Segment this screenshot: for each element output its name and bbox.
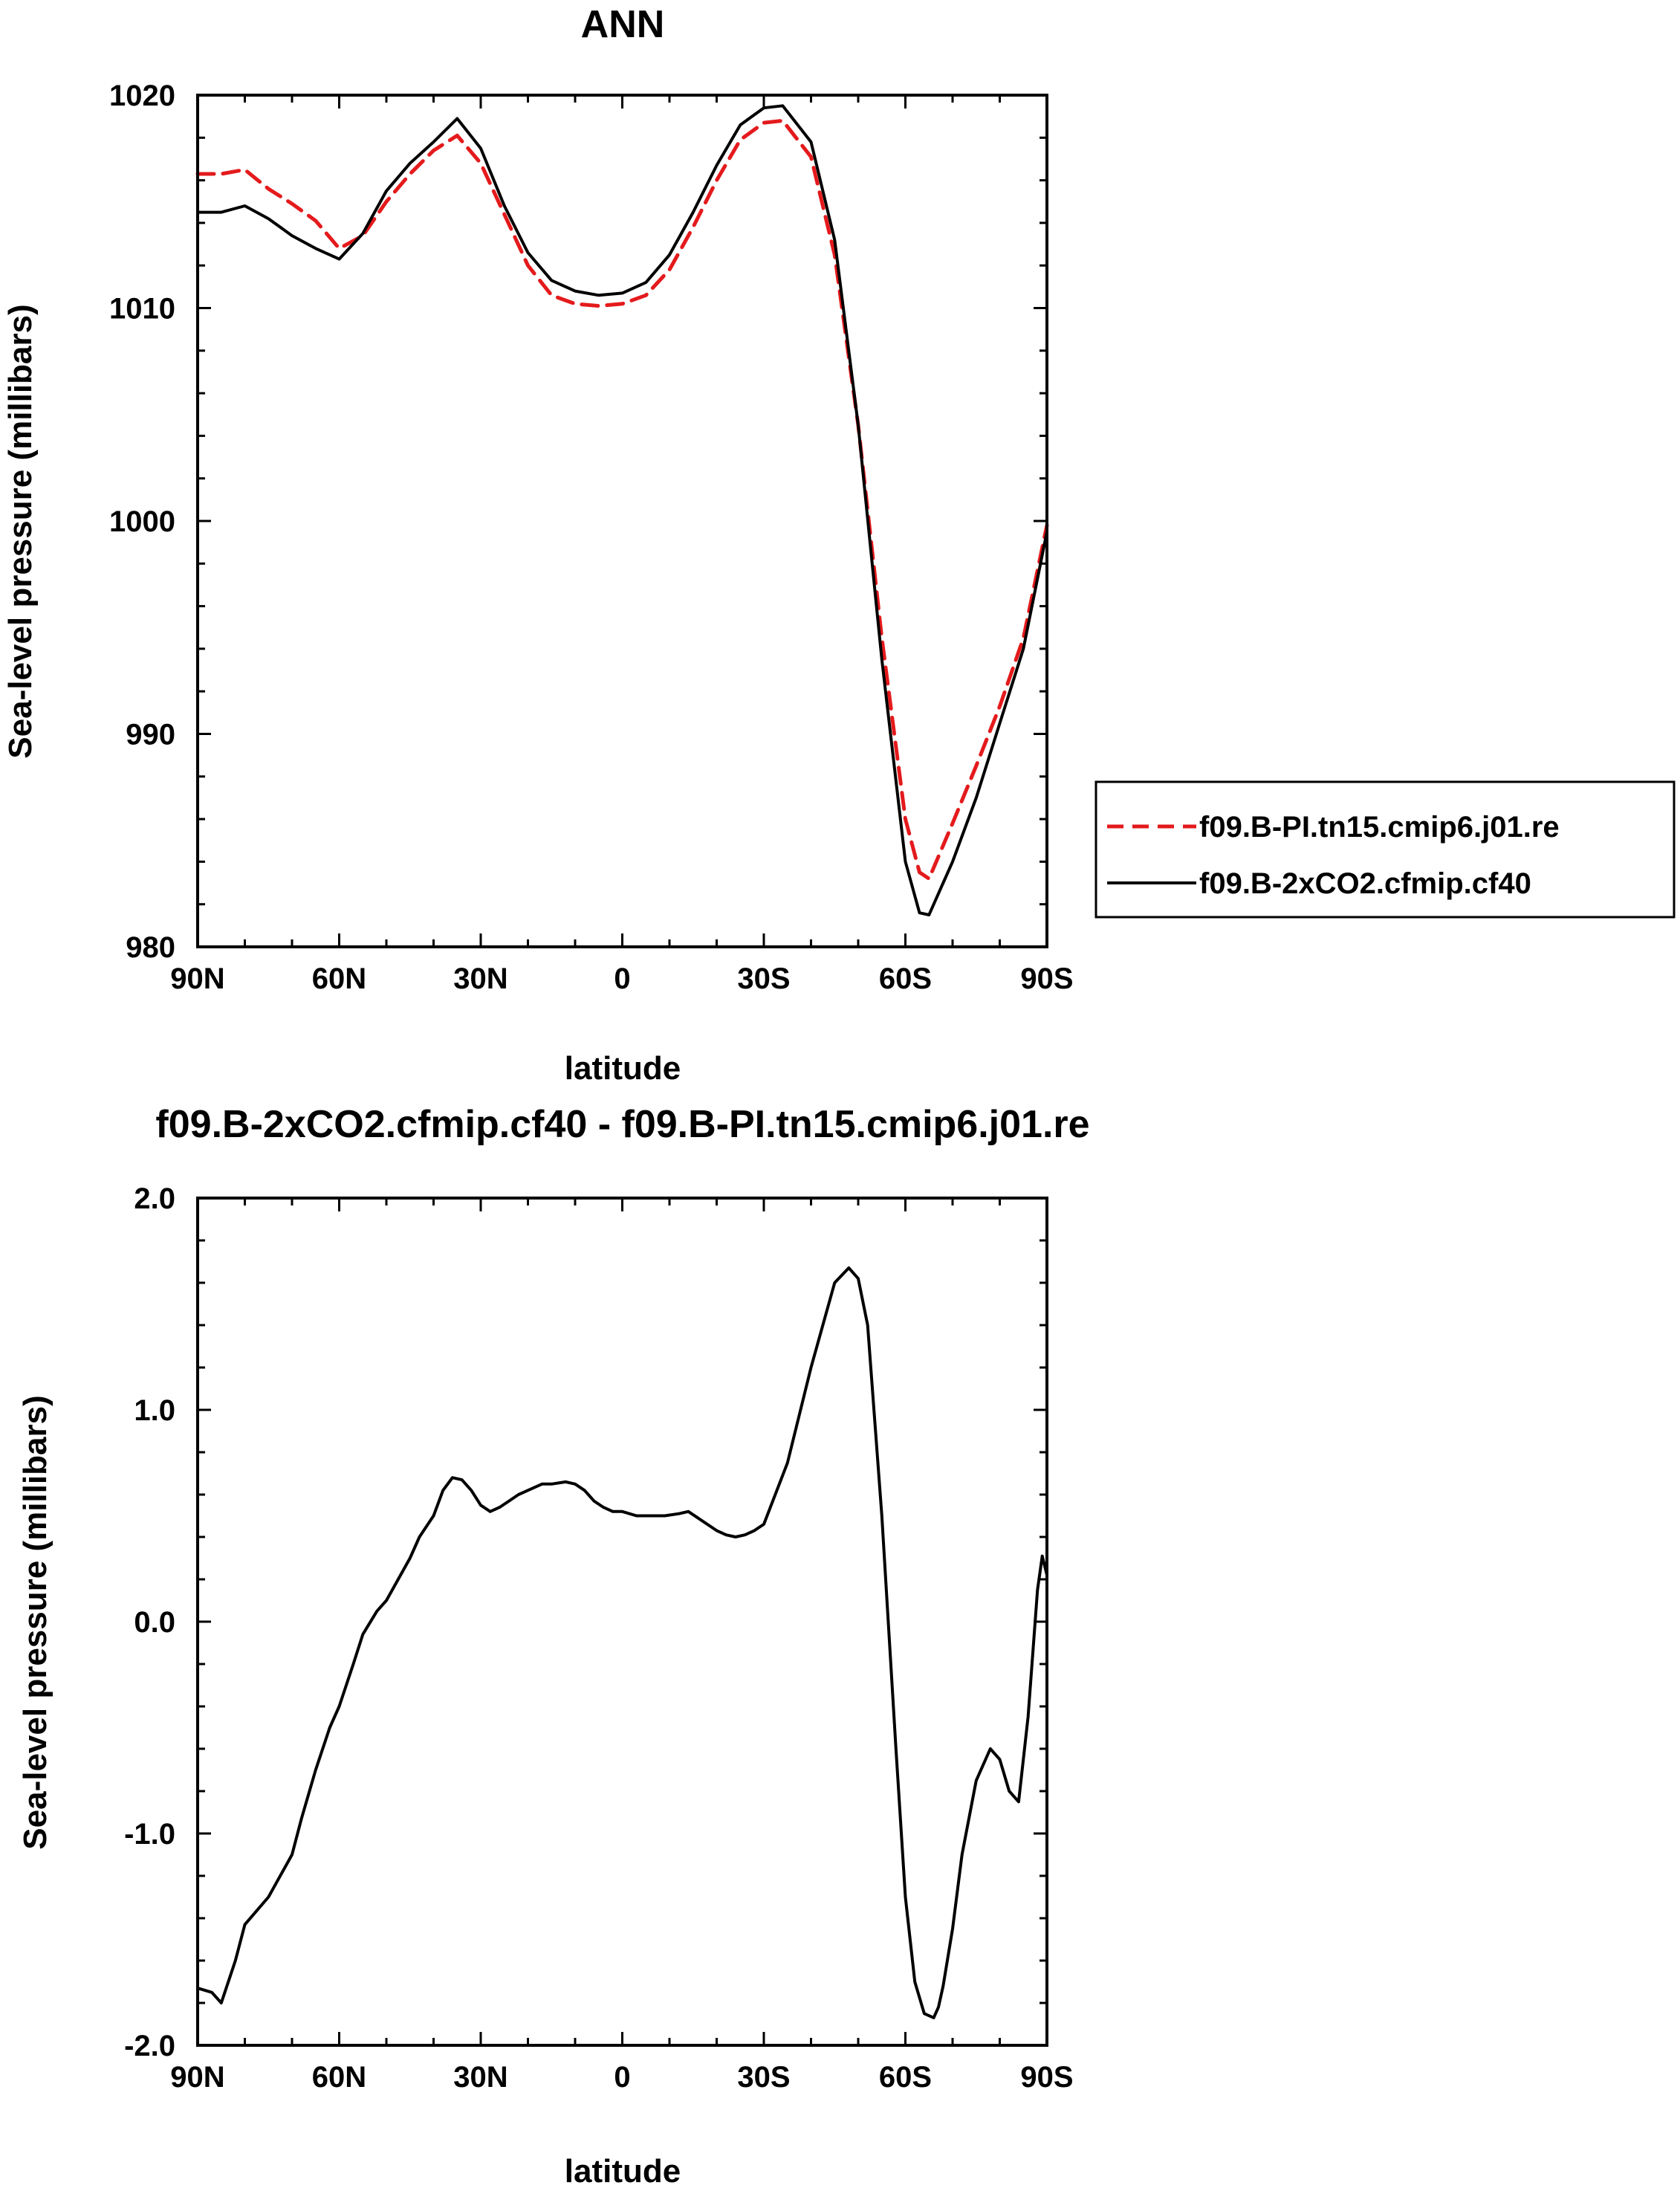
top-x-tick-label: 30N — [453, 962, 507, 995]
top-x-tick-label: 90N — [170, 962, 224, 995]
bottom-y-tick-label: 0.0 — [134, 1606, 175, 1639]
bottom-x-tick-label: 90S — [1020, 2061, 1073, 2094]
top-y-tick-label: 980 — [126, 931, 175, 964]
bottom-plot-area — [196, 1266, 1048, 2019]
top-x-tick-label: 60N — [312, 962, 366, 995]
top-x-tick-label: 60S — [879, 962, 932, 995]
top-y-tick-label: 1010 — [109, 293, 175, 326]
legend-label-pi: f09.B-PI.tn15.cmip6.j01.re — [1199, 811, 1560, 844]
bottom-chart-title: f09.B-2xCO2.cfmip.cf40 - f09.B-PI.tn15.c… — [155, 1103, 1089, 1146]
top-y-tick-label: 1000 — [109, 505, 175, 538]
top-plot-area — [195, 104, 1049, 916]
top-y-tick-label: 1020 — [109, 80, 175, 112]
bottom-y-tick-label: 2.0 — [134, 1182, 175, 1215]
legend-label-2xco2: f09.B-2xCO2.cfmip.cf40 — [1199, 867, 1531, 900]
legend-box — [1094, 780, 1676, 919]
bottom-plot-frame — [196, 1197, 1048, 2047]
bottom-y-tick-label: 1.0 — [134, 1394, 175, 1427]
bottom-x-tick-label: 90N — [170, 2061, 224, 2094]
legend: f09.B-PI.tn15.cmip6.j01.re f09.B-2xCO2.c… — [1094, 780, 1676, 919]
bottom-x-tick-label: 30N — [453, 2061, 507, 2094]
top-y-axis-label: Sea-level pressure (millibars) — [2, 304, 39, 758]
top-x-tick-label: 30S — [737, 962, 790, 995]
bottom-x-axis-label: latitude — [565, 2153, 681, 2188]
bottom-y-tick-label: -1.0 — [124, 1818, 175, 1851]
bottom-series-line-0 — [196, 1266, 1048, 2019]
top-series-line-0 — [195, 118, 1049, 881]
bottom-x-tick-label: 30S — [737, 2061, 790, 2094]
bottom-x-tick-label: 60S — [879, 2061, 932, 2094]
top-plot-frame — [196, 94, 1048, 948]
bottom-y-axis-label: Sea-level pressure (millibars) — [17, 1395, 53, 1849]
bottom-x-tick-label: 0 — [614, 2061, 630, 2094]
top-axis-ticks: 90N 60N 30N 0 30S 60S 90S 980 990 1000 1010 1020 — [109, 80, 1074, 995]
top-x-tick-label: 0 — [614, 962, 630, 995]
top-y-tick-label: 990 — [126, 719, 175, 751]
top-chart-title: ANN — [581, 3, 665, 46]
bottom-axis-ticks: 90N 60N 30N 0 30S 60S 90S -2.0 -1.0 0.0 1.0 2.0 — [124, 1182, 1074, 2094]
top-x-tick-label: 90S — [1020, 962, 1073, 995]
top-series-line-1 — [196, 104, 1048, 916]
top-panel: ANN Sea-level pressure (millibars) latit… — [2, 3, 1676, 1087]
bottom-x-tick-label: 60N — [312, 2061, 366, 2094]
bottom-y-tick-label: -2.0 — [124, 2030, 175, 2062]
bottom-panel: f09.B-2xCO2.cfmip.cf40 - f09.B-PI.tn15.c… — [17, 1103, 1090, 2188]
top-x-axis-label: latitude — [565, 1050, 681, 1087]
